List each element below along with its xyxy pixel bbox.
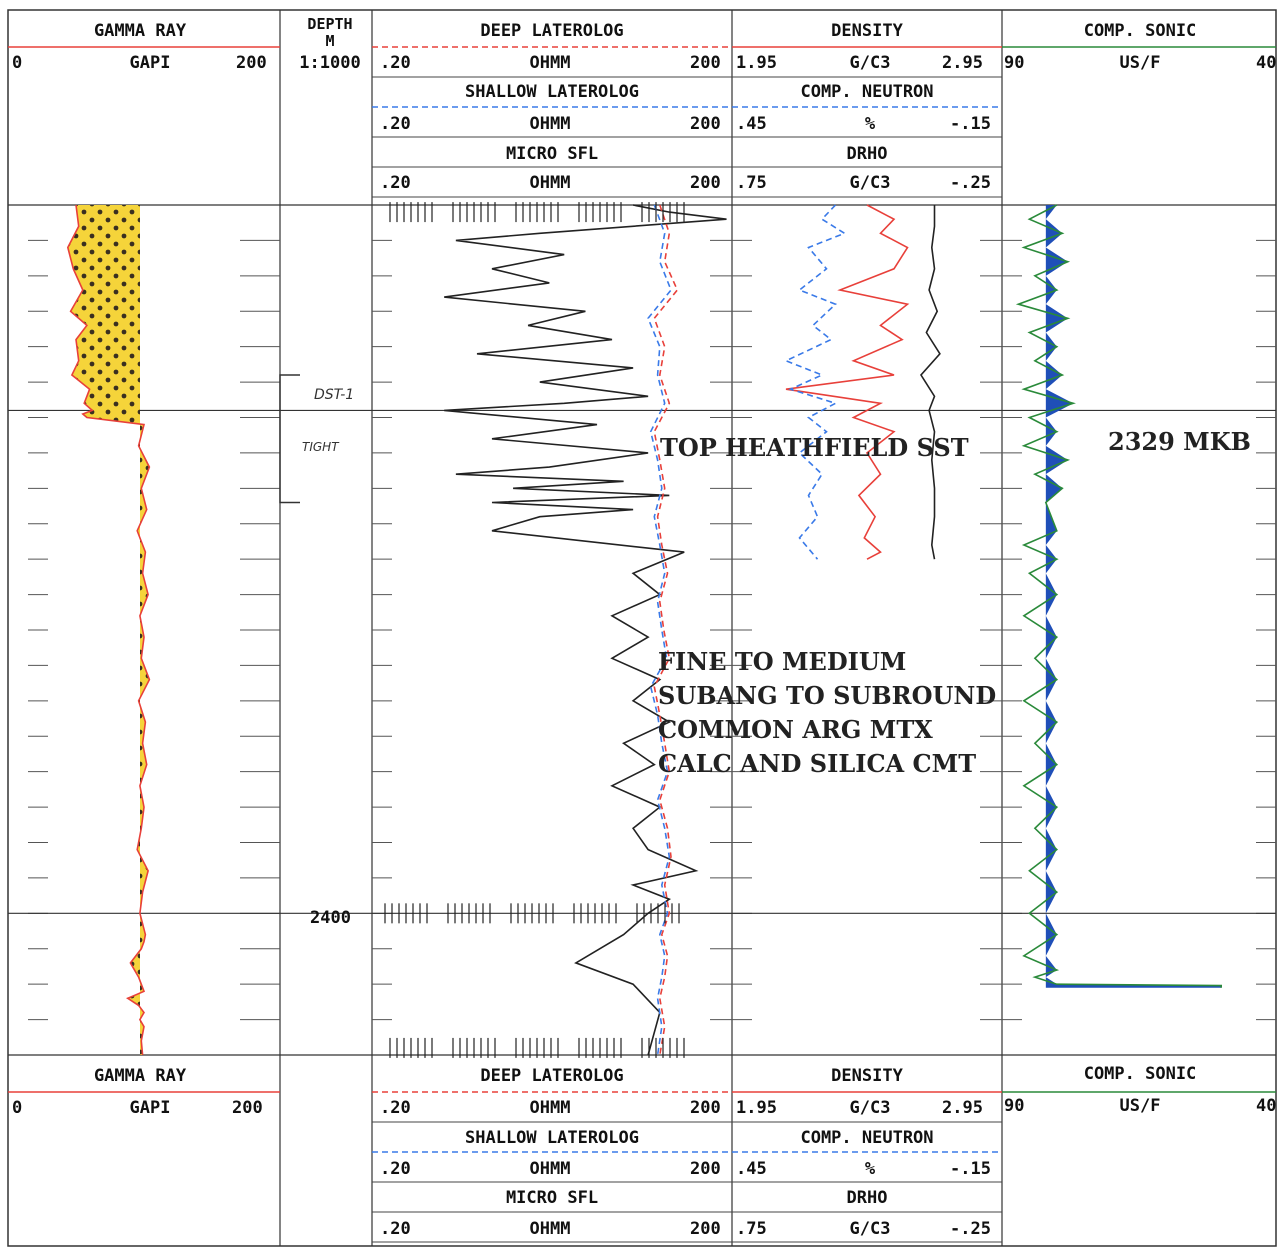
comp-neutron-title: COMP. NEUTRON xyxy=(800,82,934,102)
footer-density-title: DENSITY xyxy=(831,1066,903,1086)
footer-drho-left: .75 xyxy=(736,1219,767,1239)
footer-micro-sfl-title: MICRO SFL xyxy=(505,1188,599,1208)
drho-right: -.25 xyxy=(950,173,991,193)
footer-comp-neutron-unit: % xyxy=(864,1159,876,1179)
deep-laterolog-left: .20 xyxy=(380,53,411,73)
comp-sonic-unit: US/F xyxy=(1119,53,1161,73)
footer-micro-sfl-unit: OHMM xyxy=(529,1219,571,1239)
deep-laterolog-right: 200 xyxy=(690,53,721,73)
footer-density-right: 2.95 xyxy=(942,1098,983,1118)
curve-comp-neutron xyxy=(783,204,847,560)
density-right: 2.95 xyxy=(942,53,983,73)
micro-sfl-left: .20 xyxy=(380,173,411,193)
comp-neutron-left: .45 xyxy=(736,114,767,134)
footer-comp-neutron-title: COMP. NEUTRON xyxy=(800,1128,934,1148)
footer-shallow-laterolog-title: SHALLOW LATEROLOG xyxy=(465,1128,639,1148)
drho-left: .75 xyxy=(736,173,767,193)
comp-sonic-left: 90 xyxy=(1004,53,1025,73)
footer-density-left: 1.95 xyxy=(736,1098,777,1118)
formation-top-label: TOP HEATHFIELD SST xyxy=(660,433,969,462)
lithology-line-1: FINE TO MEDIUM xyxy=(658,647,907,676)
density-unit: G/C3 xyxy=(849,53,891,73)
drho-title: DRHO xyxy=(846,144,888,164)
footer-deep-laterolog-title: DEEP LATEROLOG xyxy=(480,1066,624,1086)
curve-layer xyxy=(66,202,1222,1058)
curve-density xyxy=(785,204,910,560)
curve-gamma-ray xyxy=(66,204,151,1056)
footer-gamma-ray-title: GAMMA RAY xyxy=(93,1066,187,1086)
comp-sonic-title: COMP. SONIC xyxy=(1083,21,1197,41)
footer-comp-sonic-left: 90 xyxy=(1004,1096,1025,1116)
density-left: 1.95 xyxy=(736,53,777,73)
footer-gamma-ray-left: 0 xyxy=(12,1098,23,1118)
outer-border xyxy=(7,9,1277,1247)
curve-comp-sonic xyxy=(1015,204,1222,988)
curve-deep-laterolog xyxy=(653,204,679,1056)
curve-drho xyxy=(920,205,941,560)
footer-shallow-laterolog-right: 200 xyxy=(690,1159,721,1179)
shallow-laterolog-right: 200 xyxy=(690,114,721,134)
footer-comp-sonic-unit: US/F xyxy=(1119,1096,1161,1116)
dst-bracket xyxy=(279,374,300,504)
tight-label: TIGHT xyxy=(302,440,339,454)
shallow-laterolog-title: SHALLOW LATEROLOG xyxy=(465,82,639,102)
footer-density-unit: G/C3 xyxy=(849,1098,891,1118)
dst-label: DST-1 xyxy=(314,387,355,403)
footer-drho-unit: G/C3 xyxy=(849,1219,891,1239)
footer-deep-laterolog-unit: OHMM xyxy=(529,1098,571,1118)
footer-comp-sonic-right: 40 xyxy=(1256,1096,1277,1116)
footer-shallow-laterolog-unit: OHMM xyxy=(529,1159,571,1179)
footer-micro-sfl-left: .20 xyxy=(380,1219,411,1239)
deep-laterolog-unit: OHMM xyxy=(529,53,571,73)
lithology-line-2: SUBANG TO SUBROUND xyxy=(658,681,997,710)
density-title: DENSITY xyxy=(831,21,903,41)
shallow-laterolog-left: .20 xyxy=(380,114,411,134)
micro-sfl-right: 200 xyxy=(690,173,721,193)
curve-micro-sfl xyxy=(444,204,727,1056)
formation-top-depth: 2329 MKB xyxy=(1108,427,1251,456)
comp-neutron-unit: % xyxy=(864,114,876,134)
comp-sonic-right: 40 xyxy=(1256,53,1277,73)
footer-micro-sfl-right: 200 xyxy=(690,1219,721,1239)
comp-neutron-right: -.15 xyxy=(950,114,991,134)
deep-laterolog-title: DEEP LATEROLOG xyxy=(480,21,624,41)
footer-gamma-ray-right: 200 xyxy=(232,1098,263,1118)
footer-drho-right: -.25 xyxy=(950,1219,991,1239)
comp-sonic-fill xyxy=(1045,205,1222,988)
gamma-ray-left: 0 xyxy=(12,53,23,73)
gamma-ray-fill xyxy=(67,205,150,1055)
micro-sfl-unit: OHMM xyxy=(529,173,571,193)
drho-unit: G/C3 xyxy=(849,173,891,193)
depth-scale: 1:1000 xyxy=(299,53,361,73)
depth-title: DEPTH xyxy=(307,15,353,33)
footer-gamma-ray-unit: GAPI xyxy=(129,1098,171,1118)
footer-comp-sonic-title: COMP. SONIC xyxy=(1083,1064,1197,1084)
curve-shallow-laterolog xyxy=(647,204,672,1056)
footer-deep-laterolog-right: 200 xyxy=(690,1098,721,1118)
footer-comp-neutron-left: .45 xyxy=(736,1159,767,1179)
gamma-ray-title: GAMMA RAY xyxy=(93,21,187,41)
footer-shallow-laterolog-left: .20 xyxy=(380,1159,411,1179)
gamma-ray-unit: GAPI xyxy=(129,53,171,73)
footer-comp-neutron-right: -.15 xyxy=(950,1159,991,1179)
depth-unit: M xyxy=(325,32,335,50)
lithology-line-4: CALC AND SILICA CMT xyxy=(658,749,977,778)
depth-tick-label-2400: 2400 xyxy=(310,908,351,928)
track-frame xyxy=(7,9,1277,1247)
gamma-ray-right: 200 xyxy=(236,53,267,73)
shallow-laterolog-unit: OHMM xyxy=(529,114,571,134)
micro-sfl-title: MICRO SFL xyxy=(505,144,599,164)
footer-drho-title: DRHO xyxy=(846,1188,888,1208)
lithology-line-3: COMMON ARG MTX xyxy=(658,715,933,744)
footer-deep-laterolog-left: .20 xyxy=(380,1098,411,1118)
